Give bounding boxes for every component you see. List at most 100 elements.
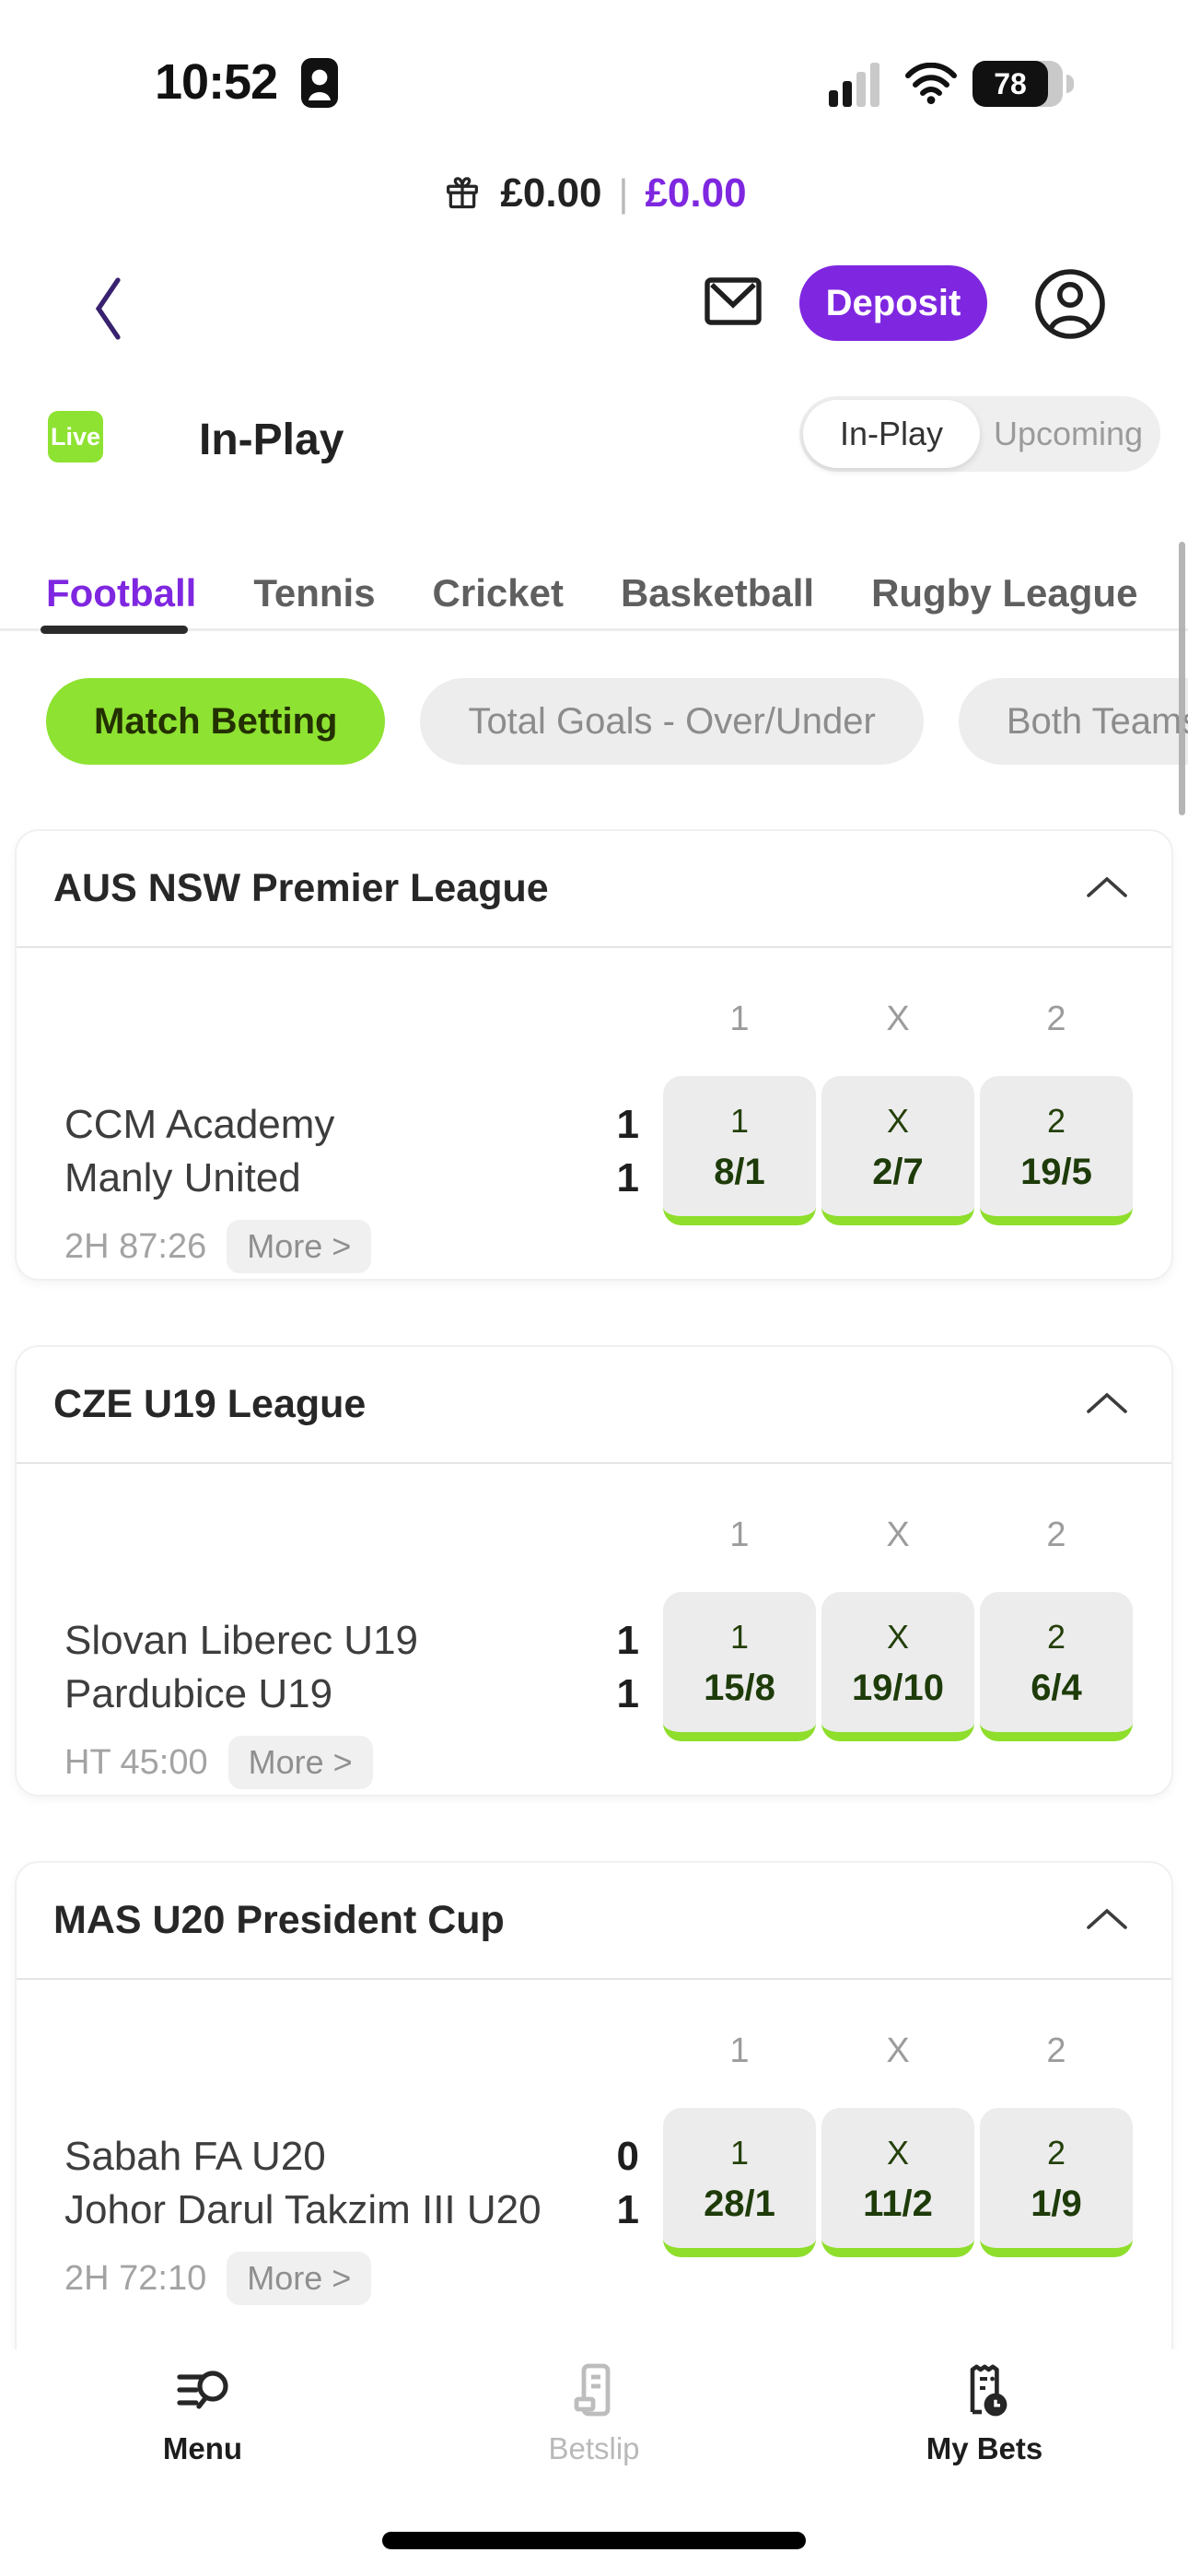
nav-label: My Bets	[926, 2431, 1043, 2465]
odds-column-headers: 1 X 2	[17, 1516, 1171, 1555]
league-header[interactable]: MAS U20 President Cup	[17, 1863, 1171, 1943]
status-time: 10:52	[155, 54, 278, 110]
home-team: Sabah FA U20	[64, 2134, 326, 2179]
divider	[17, 946, 1171, 948]
score-column: 1 1	[584, 1076, 639, 1205]
match-clock: HT 45:00	[64, 1742, 208, 1782]
sport-tabs: Football Tennis Cricket Basketball Rugby…	[0, 539, 1188, 631]
home-score: 1	[616, 1618, 639, 1663]
league-title: MAS U20 President Cup	[53, 1898, 505, 1942]
match-row: Slovan Liberec U19 Pardubice U19 HT 45:0…	[17, 1592, 1171, 1789]
league-header[interactable]: AUS NSW Premier League	[17, 831, 1171, 911]
back-button[interactable]	[87, 275, 131, 343]
tab-football[interactable]: Football	[46, 557, 196, 628]
active-tab-indicator	[41, 626, 188, 634]
match-row: CCM Academy Manly United 2H 87:26 More >…	[17, 1076, 1171, 1273]
contact-portrait-icon	[300, 57, 339, 113]
odds-buttons: 1 8/1 X 2/7 2 19/5	[663, 1076, 1133, 1225]
divider	[17, 1462, 1171, 1464]
odds-button-draw[interactable]: X 2/7	[821, 1076, 974, 1225]
odds-button-home[interactable]: 1 8/1	[663, 1076, 816, 1225]
odds-button-draw[interactable]: X 19/10	[821, 1592, 974, 1741]
column-header-2: 2	[1046, 1516, 1066, 1554]
league-section: CZE U19 League 1 X 2 Slovan Liberec U19 …	[15, 1345, 1173, 1797]
column-header-x: X	[886, 1516, 910, 1554]
away-team: Pardubice U19	[64, 1671, 333, 1716]
mail-icon	[704, 277, 763, 329]
match-clock: 2H 72:10	[64, 2258, 207, 2298]
away-team: Manly United	[64, 1155, 301, 1200]
chevron-up-icon[interactable]	[1085, 873, 1129, 904]
home-indicator[interactable]	[382, 2532, 806, 2549]
back-chevron-icon	[88, 277, 129, 345]
more-markets-button[interactable]: More >	[227, 2252, 372, 2305]
tab-tennis[interactable]: Tennis	[253, 557, 375, 628]
battery-percent: 78	[973, 61, 1048, 107]
chip-total-goals[interactable]: Total Goals - Over/Under	[420, 678, 924, 765]
nav-menu[interactable]: Menu	[111, 2362, 295, 2466]
live-badge: Live	[48, 411, 103, 463]
inplay-upcoming-toggle: In-Play Upcoming	[799, 396, 1160, 472]
away-score: 1	[616, 2187, 639, 2232]
league-title: CZE U19 League	[53, 1382, 367, 1426]
nav-betslip[interactable]: Betslip	[502, 2362, 686, 2466]
score-column: 1 1	[584, 1592, 639, 1721]
odds-buttons: 1 15/8 X 19/10 2 6/4	[663, 1592, 1133, 1741]
nav-label: Menu	[162, 2431, 243, 2465]
wifi-icon	[904, 62, 958, 110]
divider	[17, 1978, 1171, 1980]
odds-button-away[interactable]: 2 6/4	[980, 1592, 1133, 1741]
my-bets-receipt-icon	[956, 2362, 1013, 2420]
chip-match-betting[interactable]: Match Betting	[46, 678, 386, 765]
scrollbar[interactable]	[1179, 542, 1185, 815]
wallet-bar[interactable]: £0.00 | £0.00	[0, 164, 1188, 223]
score-column: 0 1	[584, 2108, 639, 2237]
odds-button-home[interactable]: 1 15/8	[663, 1592, 816, 1741]
profile-icon	[1031, 269, 1109, 345]
odds-column-headers: 1 X 2	[17, 2032, 1171, 2071]
tab-basketball[interactable]: Basketball	[621, 557, 814, 628]
home-score: 0	[616, 2134, 639, 2179]
tab-cricket[interactable]: Cricket	[433, 557, 564, 628]
chevron-up-icon[interactable]	[1085, 1905, 1129, 1936]
home-team: Slovan Liberec U19	[64, 1618, 419, 1663]
away-score: 1	[616, 1671, 639, 1716]
deposit-button[interactable]: Deposit	[799, 265, 987, 341]
odds-button-away[interactable]: 2 19/5	[980, 1076, 1133, 1225]
odds-buttons: 1 28/1 X 11/2 2 1/9	[663, 2108, 1133, 2257]
account-button[interactable]	[1031, 265, 1109, 345]
tab-rugby-league[interactable]: Rugby League	[871, 557, 1137, 628]
away-team: Johor Darul Takzim III U20	[64, 2187, 542, 2232]
nav-my-bets[interactable]: My Bets	[892, 2362, 1077, 2466]
odds-button-away[interactable]: 2 1/9	[980, 2108, 1133, 2257]
odds-button-draw[interactable]: X 11/2	[821, 2108, 974, 2257]
odds-button-home[interactable]: 1 28/1	[663, 2108, 816, 2257]
betslip-icon	[565, 2362, 623, 2420]
league-header[interactable]: CZE U19 League	[17, 1347, 1171, 1427]
league-section: AUS NSW Premier League 1 X 2 CCM Academy…	[15, 829, 1173, 1281]
gift-icon	[441, 170, 483, 217]
league-title: AUS NSW Premier League	[53, 866, 549, 910]
market-filter-chips: Match Betting Total Goals - Over/Under B…	[0, 678, 1188, 765]
column-header-1: 1	[729, 1000, 750, 1038]
home-score: 1	[616, 1102, 639, 1147]
cash-balance: £0.00	[645, 170, 747, 216]
more-markets-button[interactable]: More >	[227, 1736, 373, 1789]
column-header-x: X	[886, 2032, 910, 2070]
chip-both-teams[interactable]: Both Teams	[958, 678, 1188, 765]
toggle-option-upcoming[interactable]: Upcoming	[993, 415, 1144, 452]
more-markets-button[interactable]: More >	[227, 1220, 372, 1273]
match-clock: 2H 87:26	[64, 1226, 207, 1266]
column-header-x: X	[886, 1000, 910, 1038]
nav-label: Betslip	[548, 2431, 640, 2465]
odds-column-headers: 1 X 2	[17, 1000, 1171, 1039]
chevron-up-icon[interactable]	[1085, 1389, 1129, 1420]
toggle-option-inplay[interactable]: In-Play	[803, 400, 980, 468]
column-header-1: 1	[729, 2032, 750, 2070]
home-team: CCM Academy	[64, 1102, 335, 1147]
match-row: Sabah FA U20 Johor Darul Takzim III U20 …	[17, 2108, 1171, 2305]
messages-button[interactable]	[704, 276, 763, 329]
cellular-signal-icon	[829, 63, 879, 107]
column-header-2: 2	[1046, 2032, 1066, 2070]
